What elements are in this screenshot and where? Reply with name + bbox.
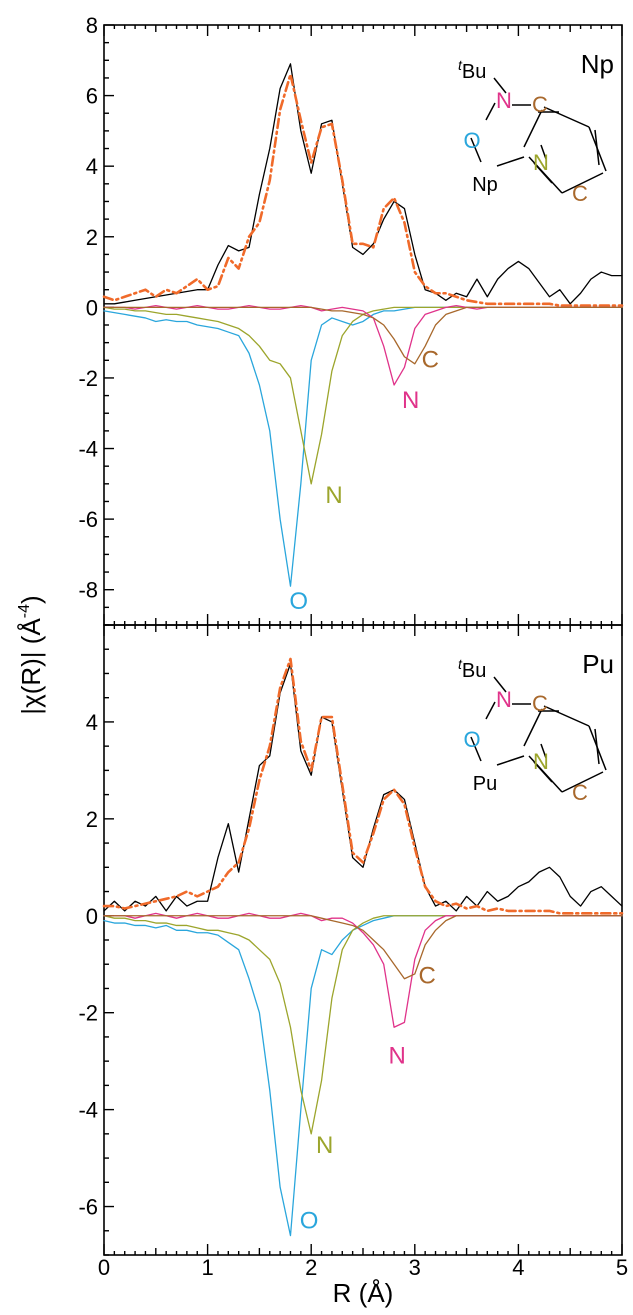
x-tick-label: 3	[409, 1255, 421, 1280]
peak-label: O	[300, 1207, 319, 1234]
tbu-superscript: t	[458, 656, 463, 672]
y-tick-label: -6	[78, 1195, 98, 1220]
bond-line	[496, 156, 525, 167]
atom-o: O	[463, 727, 480, 752]
series-line-5	[103, 306, 623, 365]
x-tick-label: 5	[616, 1255, 628, 1280]
atom-n-amine: N	[496, 687, 512, 712]
peak-label: N	[402, 387, 419, 414]
y-tick-label: -8	[78, 578, 98, 603]
bond-line	[485, 102, 496, 121]
bond-line	[561, 172, 604, 194]
y-axis-label-main: |χ(R)| (Å	[16, 618, 46, 715]
atom-n-amine: N	[496, 88, 512, 113]
y-tick-label: 4	[86, 710, 98, 735]
bond-line	[496, 755, 525, 766]
y-axis-label-close: )	[16, 595, 46, 604]
bond-line	[533, 162, 553, 184]
atom-n-pyridine: N	[533, 749, 549, 774]
bond-line	[540, 144, 547, 160]
series-line-3	[103, 306, 623, 485]
series-line-0	[103, 63, 623, 305]
atom-o: O	[463, 128, 480, 153]
bond-line	[493, 77, 507, 94]
y-tick-label: -2	[78, 1001, 98, 1026]
bond-line	[594, 728, 600, 765]
tbu-superscript: t	[458, 57, 463, 73]
series-line-3	[103, 915, 623, 1135]
y-tick-label: 6	[86, 84, 98, 109]
y-tick-label: 2	[86, 807, 98, 832]
x-tick-label: 0	[98, 1255, 110, 1280]
atom-metal: Np	[472, 174, 498, 196]
atom-c-ring-lower: C	[572, 181, 588, 206]
y-tick-label: -4	[78, 1098, 98, 1123]
x-axis-label: R (Å)	[333, 1278, 394, 1308]
panel-label: Pu	[582, 649, 614, 679]
bond-line	[493, 676, 507, 693]
series-line-5	[103, 915, 623, 980]
bond-line	[594, 129, 600, 166]
series-line-2	[103, 306, 623, 587]
y-axis-label: |χ(R)| (Å-4)	[16, 595, 46, 714]
peak-label: O	[289, 588, 308, 615]
plot-frame	[103, 624, 623, 1256]
bond-line	[533, 761, 553, 783]
bond-line	[543, 106, 590, 128]
atom-c-ring: C	[532, 92, 548, 117]
y-tick-label: -6	[78, 507, 98, 532]
bond-line	[540, 743, 547, 759]
bond-line	[543, 705, 590, 727]
bond-line	[470, 137, 482, 163]
x-tick-label: 1	[201, 1255, 213, 1280]
peak-label: C	[419, 963, 436, 990]
y-tick-label: 0	[86, 295, 98, 320]
bond-line	[523, 109, 543, 148]
tbu-text: Bu	[462, 660, 486, 682]
y-tick-label: 8	[86, 13, 98, 38]
bond-line	[561, 771, 604, 793]
y-tick-label: 2	[86, 225, 98, 250]
x-tick-labels: 0 1 2 3 4 5	[98, 1255, 628, 1280]
atom-c-ring-lower: C	[572, 780, 588, 805]
series-line-2	[103, 915, 623, 1237]
series-line-4	[103, 304, 623, 386]
peak-label: N	[325, 482, 342, 509]
bond-line	[470, 736, 482, 762]
bond-line	[485, 701, 496, 720]
peak-label: C	[422, 346, 439, 373]
x-tick-label: 2	[305, 1255, 317, 1280]
series-line-1	[102, 73, 624, 307]
atom-metal: Pu	[473, 773, 497, 795]
series-line-1	[102, 657, 624, 915]
tbu-label: tBu	[458, 656, 486, 682]
y-tick-label: 0	[86, 904, 98, 929]
y-tick-label: 4	[86, 154, 98, 179]
y-tick-label: -4	[78, 437, 98, 462]
atom-n-pyridine: N	[533, 150, 549, 175]
x-tick-label: 4	[512, 1255, 524, 1280]
panel-label: Np	[581, 49, 614, 79]
tbu-label: tBu	[458, 57, 486, 83]
y-tick-label: -2	[78, 366, 98, 391]
peak-label: N	[316, 1132, 333, 1159]
peak-label: N	[389, 1043, 406, 1070]
atom-c-ring: C	[532, 691, 548, 716]
tbu-text: Bu	[462, 61, 486, 83]
series-line-0	[103, 663, 623, 912]
y-axis-label-exponent: -4	[16, 604, 33, 618]
bond-line	[523, 708, 543, 747]
